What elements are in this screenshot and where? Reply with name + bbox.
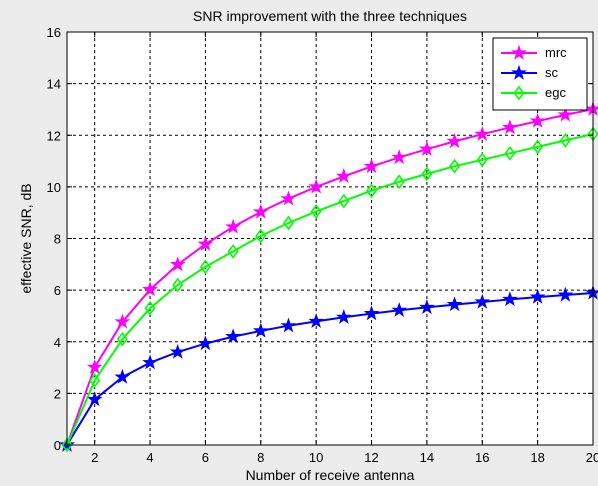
data-point-sc <box>391 302 408 317</box>
data-point-sc <box>419 299 435 315</box>
data-point-egc <box>172 277 184 293</box>
series-line-mrc <box>66 108 594 446</box>
chart-title: SNR improvement with the three technique… <box>193 8 467 24</box>
y-tick-label: 12 <box>47 128 61 143</box>
data-point-mrc <box>502 119 518 135</box>
data-point-sc <box>252 322 269 338</box>
y-tick-label: 16 <box>47 25 61 40</box>
data-point-sc <box>363 305 380 321</box>
x-tick-label: 6 <box>202 450 209 465</box>
x-tick-label: 18 <box>530 450 544 465</box>
y-tick-label: 4 <box>54 335 61 350</box>
data-point-sc <box>86 391 103 407</box>
data-point-mrc <box>252 203 269 219</box>
legend-item-mrc: mrc <box>501 44 567 60</box>
data-point-sc <box>529 288 546 304</box>
legend-marker-mrc <box>511 44 527 60</box>
data-point-egc <box>199 259 211 275</box>
data-point-mrc <box>557 106 574 122</box>
x-tick-label: 2 <box>91 450 98 465</box>
data-point-mrc <box>363 158 380 174</box>
data-point-sc <box>557 286 574 302</box>
series-mrc <box>59 100 598 452</box>
data-point-sc <box>142 354 158 370</box>
data-point-egc <box>116 331 128 347</box>
x-tick-label: 16 <box>475 450 489 465</box>
data-point-sc <box>225 328 241 344</box>
data-point-mrc <box>280 190 297 206</box>
legend-label-mrc: mrc <box>545 45 567 60</box>
data-point-egc <box>61 437 73 453</box>
legend-item-sc: sc <box>501 64 559 80</box>
legend-item-egc: egc <box>501 85 566 101</box>
legend-marker-egc <box>513 85 525 101</box>
data-point-mrc <box>169 256 186 272</box>
series-layer <box>59 100 598 453</box>
legend: mrc sc egc <box>492 37 588 111</box>
y-tick-label: 6 <box>54 283 61 298</box>
data-point-mrc <box>336 168 352 184</box>
data-point-sc <box>280 317 297 333</box>
data-point-sc <box>446 296 463 312</box>
data-point-sc <box>169 343 186 359</box>
data-point-sc <box>502 291 518 307</box>
data-point-egc <box>476 152 488 168</box>
data-point-mrc <box>225 218 241 234</box>
data-point-mrc <box>474 125 491 141</box>
legend-label-sc: sc <box>545 65 559 80</box>
data-point-sc <box>308 313 324 328</box>
x-tick-label: 14 <box>420 450 434 465</box>
data-point-egc <box>338 193 350 209</box>
y-tick-label: 2 <box>54 386 61 401</box>
y-tick-label: 10 <box>47 180 61 195</box>
series-egc <box>61 126 598 453</box>
data-point-mrc <box>391 149 408 165</box>
data-point-sc <box>197 335 214 351</box>
data-point-egc <box>227 244 239 259</box>
legend-label-egc: egc <box>545 85 566 100</box>
data-point-mrc <box>529 112 546 128</box>
data-point-egc <box>449 158 461 174</box>
data-point-mrc <box>446 133 463 149</box>
data-point-mrc <box>419 140 435 156</box>
data-point-egc <box>393 174 405 190</box>
legend-marker-sc <box>511 64 527 80</box>
data-point-egc <box>366 183 378 199</box>
data-point-mrc <box>114 313 131 329</box>
data-point-egc <box>144 300 156 316</box>
data-point-egc <box>532 139 544 155</box>
data-point-sc <box>114 368 131 384</box>
axis-ticks: 2 4 6 8 10 12 14 16 18 20 0 2 4 6 8 10 12 14 16 <box>47 25 598 465</box>
y-axis-label: effective SNR, dB <box>18 183 34 293</box>
data-point-egc <box>89 373 101 388</box>
x-tick-label: 4 <box>146 450 153 465</box>
series-sc <box>59 284 598 452</box>
data-point-egc <box>255 228 267 244</box>
y-tick-label: 14 <box>47 77 61 92</box>
y-tick-label: 8 <box>54 232 61 247</box>
grid <box>67 32 593 445</box>
data-point-egc <box>282 215 294 231</box>
x-axis-label: Number of receive antenna <box>246 467 415 483</box>
data-point-egc <box>310 204 322 219</box>
data-point-egc <box>504 145 516 161</box>
data-point-mrc <box>197 235 214 251</box>
data-point-egc <box>421 166 433 182</box>
data-point-egc <box>559 133 571 148</box>
x-tick-label: 10 <box>309 450 323 465</box>
data-point-mrc <box>142 281 158 297</box>
x-tick-label: 8 <box>257 450 264 465</box>
data-point-mrc <box>86 359 103 375</box>
x-tick-label: 12 <box>364 450 378 465</box>
y-tick-label: 0 <box>54 438 61 453</box>
data-point-sc <box>474 293 491 309</box>
data-point-sc <box>336 308 352 324</box>
x-tick-label: 20 <box>586 450 598 465</box>
data-point-mrc <box>308 178 324 194</box>
